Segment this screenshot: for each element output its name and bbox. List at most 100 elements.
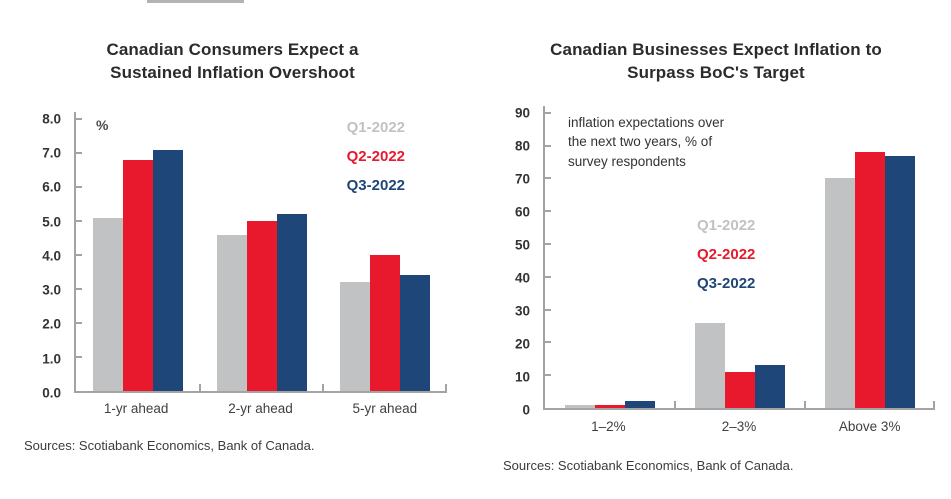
y-tick-mark [545, 243, 551, 246]
bar-q2-2022-1-yr-ahead [122, 159, 153, 391]
y-tick-label: 70 [514, 171, 530, 187]
y-axis: 0.0 1.0 2.0 3.0 4.0 5.0 6.0 7.0 8.0 [18, 111, 74, 400]
plot-row: 0.0 1.0 2.0 3.0 4.0 5.0 6.0 7.0 8.0 % Q1-2022 Q2-… [18, 111, 447, 400]
source-note: Sources: Scotiabank Economics, Bank of C… [503, 457, 794, 473]
y-tick-mark [545, 374, 551, 377]
y-tick-mark [76, 253, 82, 256]
bar-group-above-3 [805, 113, 935, 408]
x-tick-label-1-yr-ahead: 1-yr ahead [103, 400, 169, 416]
cropped-top-bar-decoration [147, 0, 244, 3]
y-tick-mark [545, 210, 551, 213]
bar-q3-2022-2-yr-ahead [276, 214, 307, 391]
y-tick-label: 20 [514, 336, 530, 352]
bar-groups [76, 119, 447, 391]
y-tick-label: 6.0 [42, 179, 61, 195]
y-tick-label: 7.0 [42, 145, 61, 161]
y-tick-label: 50 [514, 237, 530, 253]
x-tick-mark [933, 400, 935, 408]
x-tick-label-5-yr-ahead: 5-yr ahead [352, 400, 418, 416]
chart-title: Canadian Businesses Expect Inflation to S… [497, 30, 935, 85]
y-tick-label: 40 [514, 270, 530, 286]
y-tick-mark [76, 287, 82, 290]
legend-item-q2-2022: Q2-2022 [697, 245, 756, 263]
y-tick-label: 10 [514, 369, 530, 385]
chart-title-line-2: Surpass BoC's Target [627, 63, 805, 83]
y-tick-label: 8.0 [42, 111, 61, 127]
bar-q1-2022-above-3 [825, 178, 855, 408]
chart-title-line-1: Canadian Businesses Expect Inflation to [550, 40, 882, 59]
y-tick-label: 3.0 [42, 282, 61, 298]
annotation-line: inflation expectations over [568, 114, 725, 130]
y-tick-mark [545, 144, 551, 147]
y-tick-mark [76, 151, 82, 154]
chart-title-line-2: Sustained Inflation Overshoot [110, 63, 355, 83]
bar-q2-2022-2-3 [725, 371, 755, 408]
consumer-inflation-chart: Canadian Consumers Expect a Sustained Inf… [18, 30, 447, 453]
bar-q2-2022-above-3 [855, 152, 885, 408]
x-tick-mark [803, 400, 806, 408]
bar-q1-2022-2-yr-ahead [216, 234, 247, 391]
bar-q1-2022-1-2 [565, 404, 595, 408]
bar-q3-2022-1-2 [625, 401, 655, 408]
chart-title-line-1: Canadian Consumers Expect a [106, 40, 359, 59]
annotation-line: the next two years, % of [568, 134, 713, 150]
y-tick-label: 0.0 [42, 385, 61, 401]
y-tick-label: 0 [522, 402, 530, 418]
x-tick-label-1-2: 1–2% [591, 418, 626, 434]
legend: Q1-2022 Q2-2022 Q3-2022 [347, 113, 405, 200]
bar-group-2-3 [675, 113, 805, 408]
y-tick-mark [76, 185, 82, 188]
x-axis-labels: 1-yr ahead 2-yr ahead 5-yr ahead [74, 401, 447, 416]
bar-q1-2022-1-yr-ahead [92, 217, 123, 391]
x-tick-mark [445, 383, 447, 391]
legend-item-q1-2022: Q1-2022 [346, 118, 405, 136]
chart-annotation: inflation expectations over the next two … [568, 113, 724, 172]
y-tick-label: 60 [514, 204, 530, 220]
y-tick-mark [76, 321, 82, 324]
business-inflation-chart: Canadian Businesses Expect Inflation to S… [497, 30, 935, 473]
y-tick-mark [76, 117, 82, 120]
y-tick-mark [545, 341, 551, 344]
plot-area: % Q1-2022 Q2-2022 Q3-2022 [74, 111, 447, 393]
source-note: Sources: Scotiabank Economics, Bank of C… [24, 437, 315, 453]
legend-item-q1-2022: Q1-2022 [697, 216, 756, 234]
plot-area: inflation expectations over the next two … [543, 105, 935, 410]
bar-q2-2022-5-yr-ahead [370, 254, 401, 391]
x-tick-label-above-3: Above 3% [838, 418, 901, 434]
x-axis-labels: 1–2% 2–3% Above 3% [543, 419, 935, 434]
y-tick-label: 5.0 [42, 214, 61, 230]
y-tick-label: 30 [514, 303, 530, 319]
bar-q1-2022-2-3 [695, 322, 725, 408]
legend-item-q2-2022: Q2-2022 [346, 147, 405, 165]
y-tick-mark [76, 219, 82, 222]
x-tick-mark [673, 400, 676, 408]
x-tick-mark [198, 383, 201, 391]
bar-q2-2022-2-yr-ahead [246, 220, 277, 391]
y-tick-label: 2.0 [42, 316, 61, 332]
chart-title: Canadian Consumers Expect a Sustained Inf… [18, 30, 447, 85]
x-tick-label-2-yr-ahead: 2-yr ahead [228, 400, 293, 416]
bar-group-5-yr-ahead [323, 119, 447, 391]
annotation-line: survey respondents [568, 154, 686, 170]
x-tick-label-2-3: 2–3% [721, 418, 757, 434]
legend-item-q3-2022: Q3-2022 [697, 274, 756, 292]
y-tick-label: 4.0 [42, 248, 61, 264]
y-unit-label: % [96, 116, 109, 133]
y-tick-mark [545, 177, 551, 180]
bar-q1-2022-5-yr-ahead [340, 282, 371, 391]
x-tick-mark [322, 383, 325, 391]
bar-q3-2022-1-yr-ahead [152, 149, 183, 391]
y-tick-label: 80 [514, 138, 530, 154]
bar-q2-2022-1-2 [595, 404, 625, 408]
y-tick-mark [545, 308, 551, 311]
bar-group-1-2 [545, 113, 675, 408]
y-tick-mark [545, 275, 551, 278]
legend: Q1-2022 Q2-2022 Q3-2022 [697, 211, 755, 298]
y-axis: 0 10 20 30 40 50 60 70 80 90 [497, 105, 543, 417]
y-tick-mark [76, 355, 82, 358]
bar-group-1-yr-ahead [76, 119, 200, 391]
bar-groups [545, 113, 935, 408]
bar-group-2-yr-ahead [200, 119, 324, 391]
bar-q3-2022-5-yr-ahead [400, 275, 431, 391]
